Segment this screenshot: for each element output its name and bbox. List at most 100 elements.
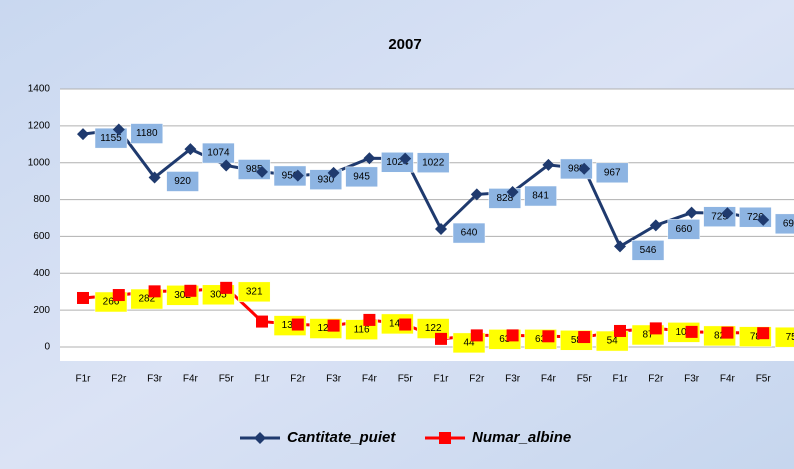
marker xyxy=(757,327,770,340)
x-tick-label: F3r xyxy=(147,374,163,385)
value-label: 147 xyxy=(389,319,406,330)
x-tick-label: F4r xyxy=(720,374,736,385)
value-label-box xyxy=(452,222,486,244)
x-tick-label: F4r xyxy=(541,374,557,385)
x-tick-label: F3r xyxy=(505,374,521,385)
x-tick-label: F2r xyxy=(469,374,485,385)
y-tick-label: 400 xyxy=(33,268,50,279)
value-label: 988 xyxy=(568,164,585,175)
value-label: 321 xyxy=(246,286,263,297)
x-tick-label: F4r xyxy=(183,374,199,385)
y-tick-label: 0 xyxy=(44,342,50,353)
x-tick-label: F5r xyxy=(577,374,593,385)
value-label: 1155 xyxy=(100,133,122,144)
marker xyxy=(435,332,447,345)
value-label: 82 xyxy=(714,331,726,342)
value-label: 282 xyxy=(138,294,155,305)
marker xyxy=(220,159,233,172)
value-label: 44 xyxy=(463,338,475,349)
marker xyxy=(112,123,125,136)
legend-marker xyxy=(439,432,451,444)
value-label-box xyxy=(595,162,629,184)
value-label: 63 xyxy=(535,334,547,345)
value-label-box xyxy=(345,166,378,188)
marker xyxy=(685,206,698,219)
value-label-box xyxy=(667,219,701,240)
marker xyxy=(542,330,555,343)
value-label: 266 xyxy=(103,297,120,308)
value-label: 1024 xyxy=(386,157,409,168)
marker xyxy=(399,152,412,165)
value-label: 967 xyxy=(604,167,621,178)
marker xyxy=(291,318,304,331)
marker xyxy=(363,152,376,165)
value-label-box xyxy=(130,123,164,144)
value-label: 930 xyxy=(317,174,334,185)
marker xyxy=(184,284,197,297)
value-label: 122 xyxy=(425,323,442,334)
value-label-box xyxy=(166,171,199,192)
marker xyxy=(614,324,626,337)
legend: Cantitate_puiet Numar_albine xyxy=(240,429,571,446)
value-label: 138 xyxy=(282,320,299,331)
x-tick-label: F4r xyxy=(362,374,378,385)
marker xyxy=(112,289,125,302)
x-tick-label: F1r xyxy=(255,374,271,385)
chart-title: 2007 xyxy=(388,36,421,53)
y-tick-label: 600 xyxy=(33,231,50,242)
value-label: 640 xyxy=(461,228,478,239)
marker xyxy=(363,313,376,326)
value-label-box xyxy=(774,213,794,235)
marker xyxy=(470,329,483,342)
marker xyxy=(77,291,89,304)
value-label: 101 xyxy=(675,327,692,338)
marker xyxy=(220,281,233,294)
marker xyxy=(578,331,591,344)
marker xyxy=(506,186,519,199)
marker xyxy=(614,240,626,253)
value-label: 690 xyxy=(783,218,794,229)
x-tick-label: F3r xyxy=(326,374,342,385)
x-tick-label: F5r xyxy=(219,374,235,385)
value-label: 1180 xyxy=(136,128,158,139)
value-label: 729 xyxy=(711,211,728,222)
marker xyxy=(77,128,89,141)
x-tick-label: F1r xyxy=(434,374,450,385)
y-tick-label: 200 xyxy=(33,305,50,316)
value-label: 58 xyxy=(571,335,583,346)
value-label: 116 xyxy=(354,324,370,335)
value-label-box xyxy=(202,142,235,164)
value-label: 920 xyxy=(174,176,191,187)
x-tick-label: F3r xyxy=(684,374,700,385)
legend-label: Cantitate_puiet xyxy=(287,429,396,446)
value-label: 841 xyxy=(532,191,549,202)
x-tick-label: F2r xyxy=(290,374,306,385)
x-tick-label: F1r xyxy=(613,374,629,385)
value-label: 726 xyxy=(747,212,764,223)
value-label-box xyxy=(631,240,665,261)
marker xyxy=(148,285,161,298)
value-label: 54 xyxy=(607,336,619,347)
x-tick-label: F1r xyxy=(76,374,92,385)
marker xyxy=(435,223,447,236)
value-label-box xyxy=(524,185,557,207)
marker xyxy=(649,219,662,232)
marker xyxy=(256,315,268,328)
marker xyxy=(721,326,734,339)
marker xyxy=(757,213,770,226)
value-label-box xyxy=(237,281,271,303)
marker xyxy=(685,325,698,338)
y-tick-label: 800 xyxy=(33,194,50,205)
value-label: 660 xyxy=(675,224,692,235)
y-tick-label: 1200 xyxy=(28,120,51,131)
marker xyxy=(291,169,304,182)
legend-marker xyxy=(254,432,266,444)
value-label: 75 xyxy=(786,332,794,343)
value-label: 302 xyxy=(174,290,191,301)
value-label: 122 xyxy=(317,323,334,334)
value-label: 950 xyxy=(282,171,299,182)
series-line xyxy=(82,127,764,249)
value-label: 828 xyxy=(496,193,513,204)
value-label: 78 xyxy=(750,331,762,342)
value-label: 1022 xyxy=(422,157,445,168)
